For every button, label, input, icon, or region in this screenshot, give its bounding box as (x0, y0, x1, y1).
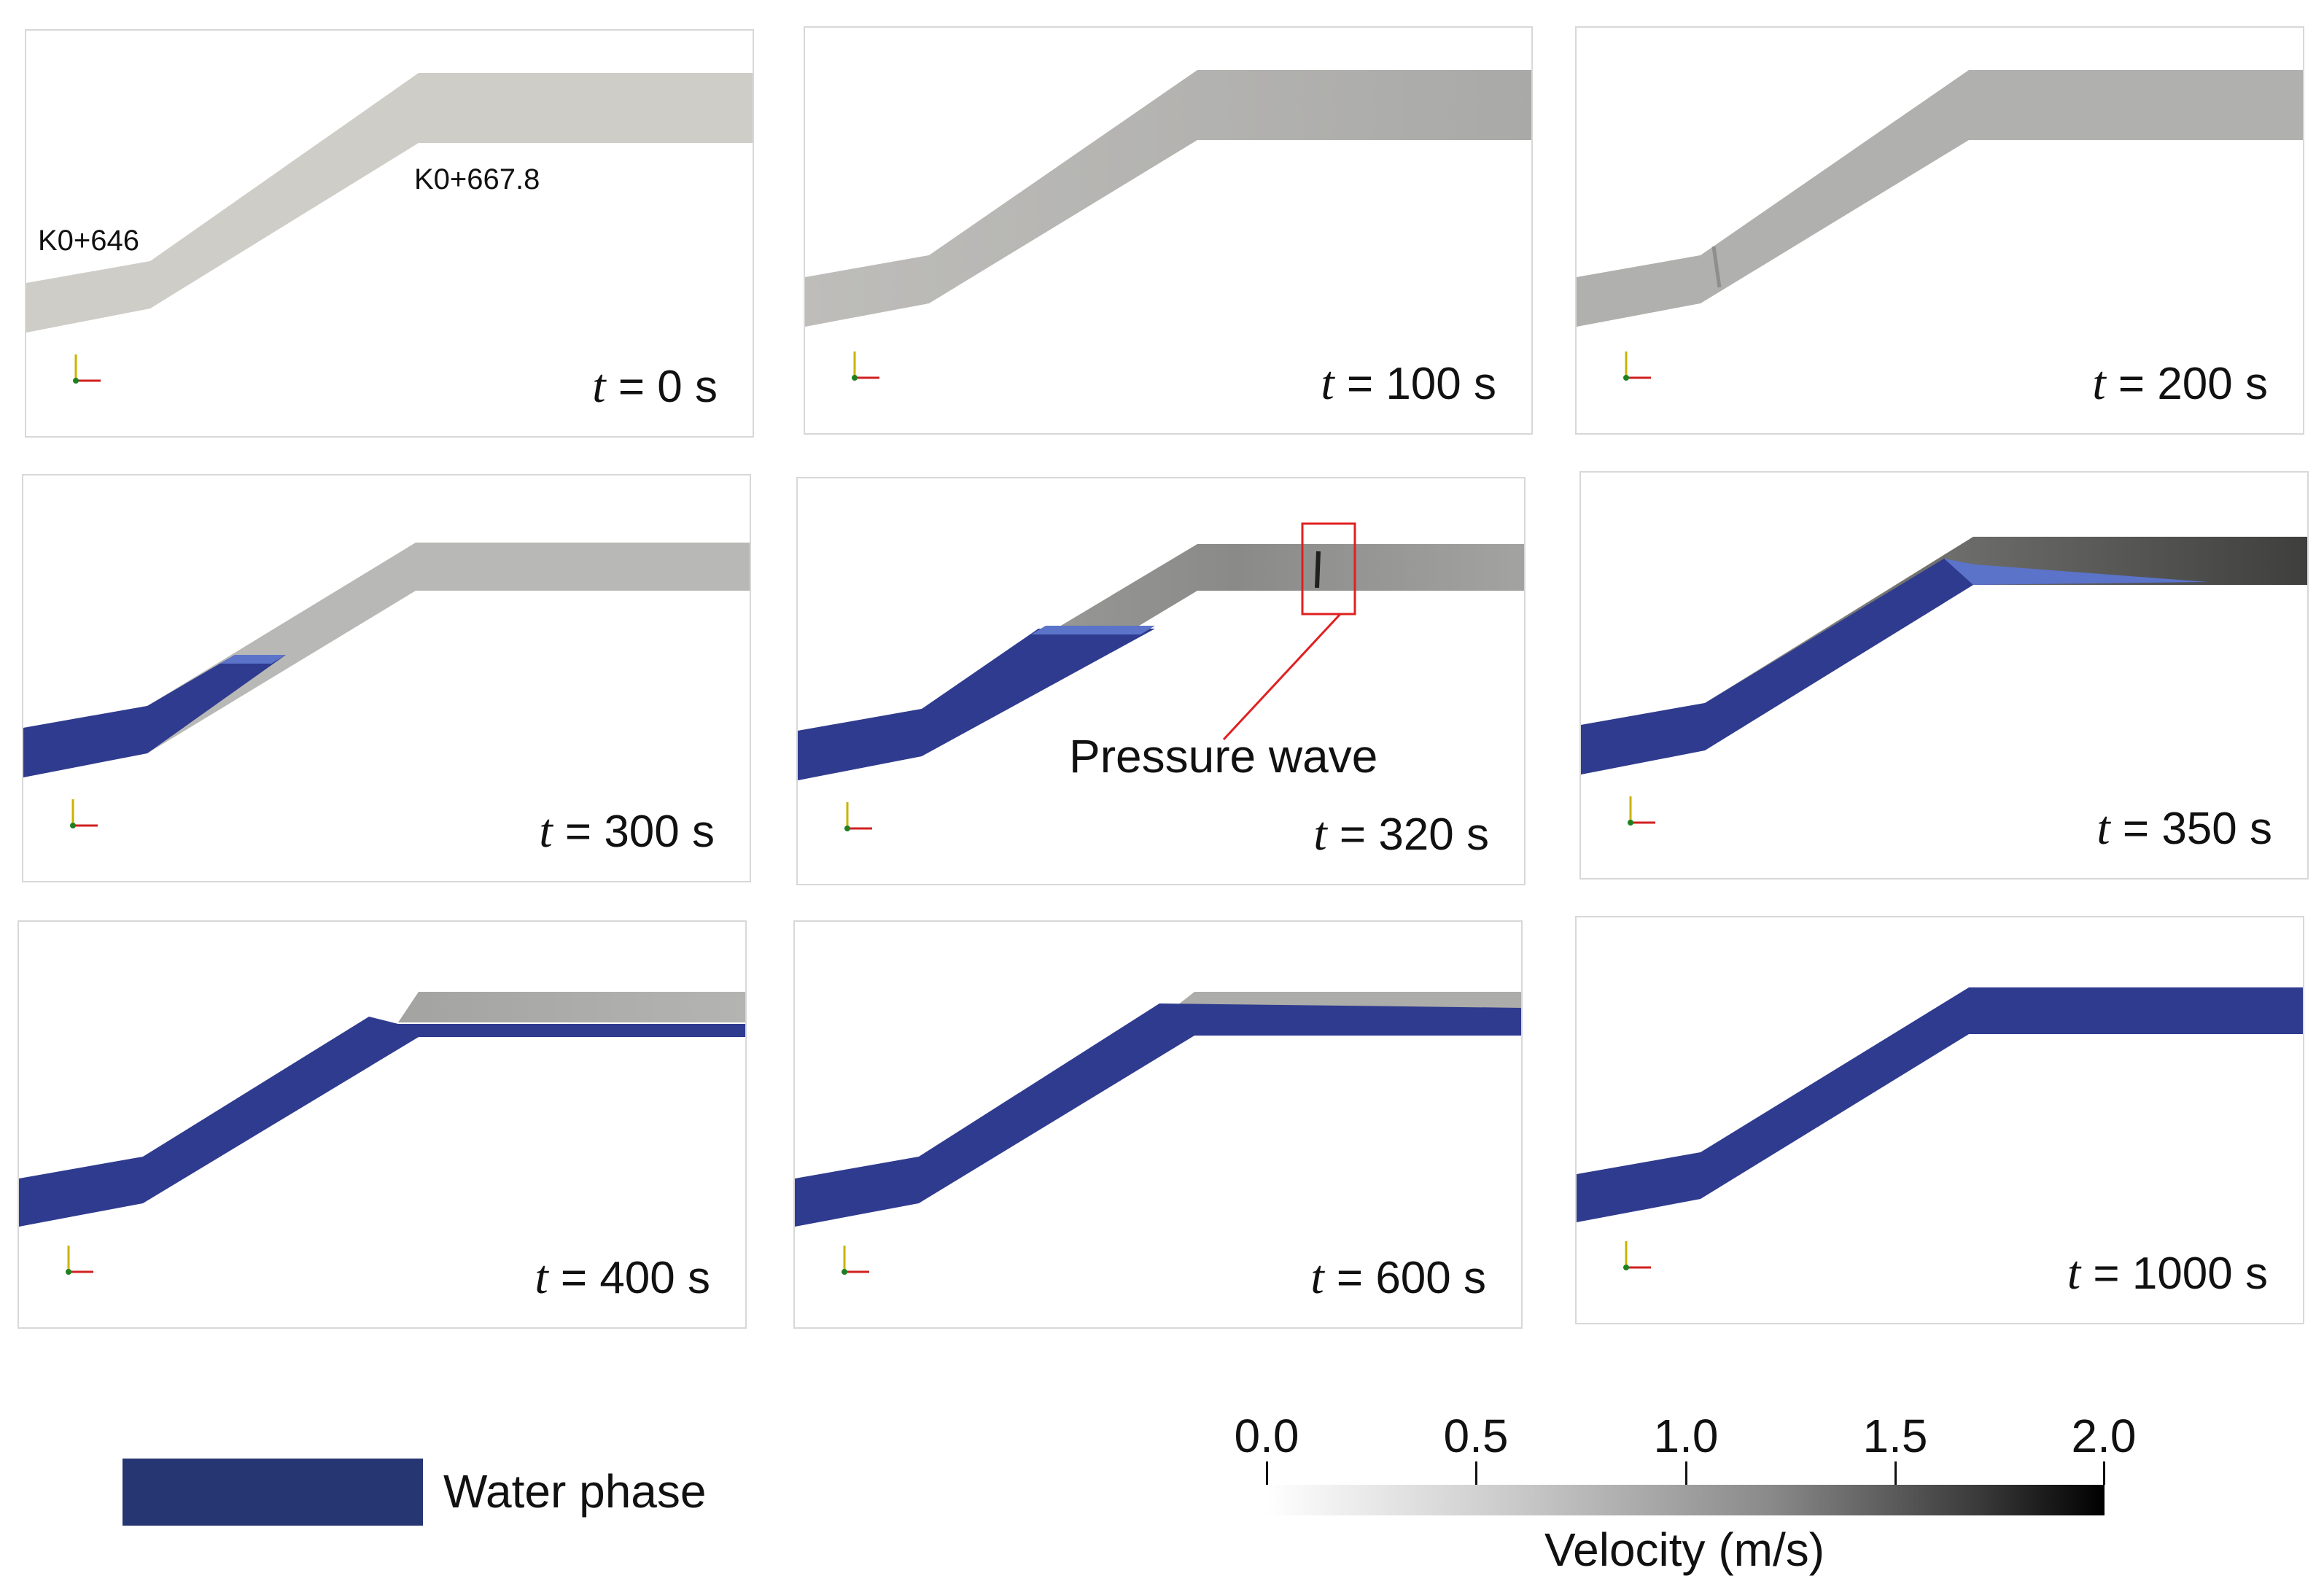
panel-t0: K0+646 K0+667.8 t = 0 s (25, 29, 754, 438)
time-label: t = 350 s (2096, 801, 2272, 855)
pipe-air (805, 70, 1531, 327)
time-label: t = 200 s (2092, 357, 2268, 410)
colorbar-tick-label: 1.0 (1653, 1410, 1719, 1462)
axes-triad-icon (1623, 352, 1651, 381)
panel-t200: t = 200 s (1575, 26, 2304, 435)
colorbar-tick (1685, 1461, 1687, 1485)
water-front (220, 655, 286, 664)
colorbar-tick-label: 1.5 (1862, 1410, 1928, 1462)
panel-t600: t = 600 s (793, 920, 1523, 1329)
water-phase (23, 655, 286, 777)
pipe-air (1174, 992, 1521, 1008)
water-phase (19, 1017, 745, 1227)
axes-triad-icon (66, 1246, 93, 1275)
water-phase-swatch (123, 1459, 423, 1526)
water-phase-label: Water phase (443, 1465, 707, 1518)
pipe-scene (1577, 987, 2303, 1222)
colorbar-tick-label: 2.0 (2071, 1410, 2137, 1462)
colorbar-tick (1266, 1461, 1268, 1485)
colorbar-tick-label: 0.5 (1443, 1410, 1509, 1462)
panel-t320: t = 320 s (796, 477, 1526, 885)
colorbar-tick (2103, 1461, 2105, 1485)
pressure-wave-front (1315, 551, 1321, 589)
pressure-wave-box (1301, 522, 1356, 616)
pipe-scene (795, 992, 1521, 1227)
water-phase (1581, 559, 2208, 774)
pipe-scene (1577, 70, 2303, 327)
time-label: t = 600 s (1310, 1251, 1486, 1304)
pipe-scene (1581, 537, 2307, 774)
time-label: t = 1000 s (2067, 1246, 2268, 1300)
time-label: t = 400 s (535, 1251, 710, 1304)
pipe-scene (798, 522, 1524, 780)
time-label: t = 100 s (1321, 357, 1496, 410)
time-label: t = 0 s (592, 360, 718, 413)
water-surface (1944, 559, 2208, 585)
axes-triad-icon (73, 354, 101, 384)
velocity-colorbar (1266, 1485, 2105, 1515)
panel-t100: t = 100 s (804, 26, 1533, 435)
panel-t300: t = 300 s (22, 474, 751, 882)
chainage-upper: K0+667.8 (414, 163, 540, 195)
pipe-air (398, 992, 745, 1022)
pipe-scene (23, 543, 750, 777)
axes-triad-icon (844, 802, 872, 831)
panel-t350: t = 350 s (1579, 471, 2309, 880)
axes-triad-icon (842, 1246, 869, 1275)
water-phase (795, 1003, 1521, 1227)
water-front (1031, 626, 1155, 634)
water-phase (1577, 987, 2303, 1222)
colorbar-tick-label: 0.0 (1234, 1410, 1299, 1462)
panel-t400: t = 400 s (18, 920, 747, 1329)
colorbar-tick (1475, 1461, 1477, 1485)
pipe-scene (805, 70, 1531, 327)
axes-triad-icon (70, 799, 98, 828)
pipe-scene (19, 992, 745, 1227)
pipe-air (1577, 70, 2303, 327)
panel-t1000: t = 1000 s (1575, 916, 2304, 1324)
axes-triad-icon (1623, 1241, 1651, 1270)
callout-line (1222, 613, 1342, 741)
axes-triad-icon (852, 352, 879, 381)
colorbar-tick (1894, 1461, 1897, 1485)
chainage-lower: K0+646 (38, 225, 140, 257)
axes-triad-icon (1628, 796, 1655, 826)
water-phase (798, 629, 1155, 780)
colorbar-title: Velocity (m/s) (1544, 1523, 1825, 1576)
pressure-wave-label: Pressure wave (1069, 730, 1378, 783)
flow-front-mark (1711, 246, 1722, 288)
pipe-air (26, 73, 753, 333)
pipe-scene (26, 73, 753, 333)
time-label: t = 300 s (539, 804, 715, 858)
time-label: t = 320 s (1313, 807, 1489, 861)
